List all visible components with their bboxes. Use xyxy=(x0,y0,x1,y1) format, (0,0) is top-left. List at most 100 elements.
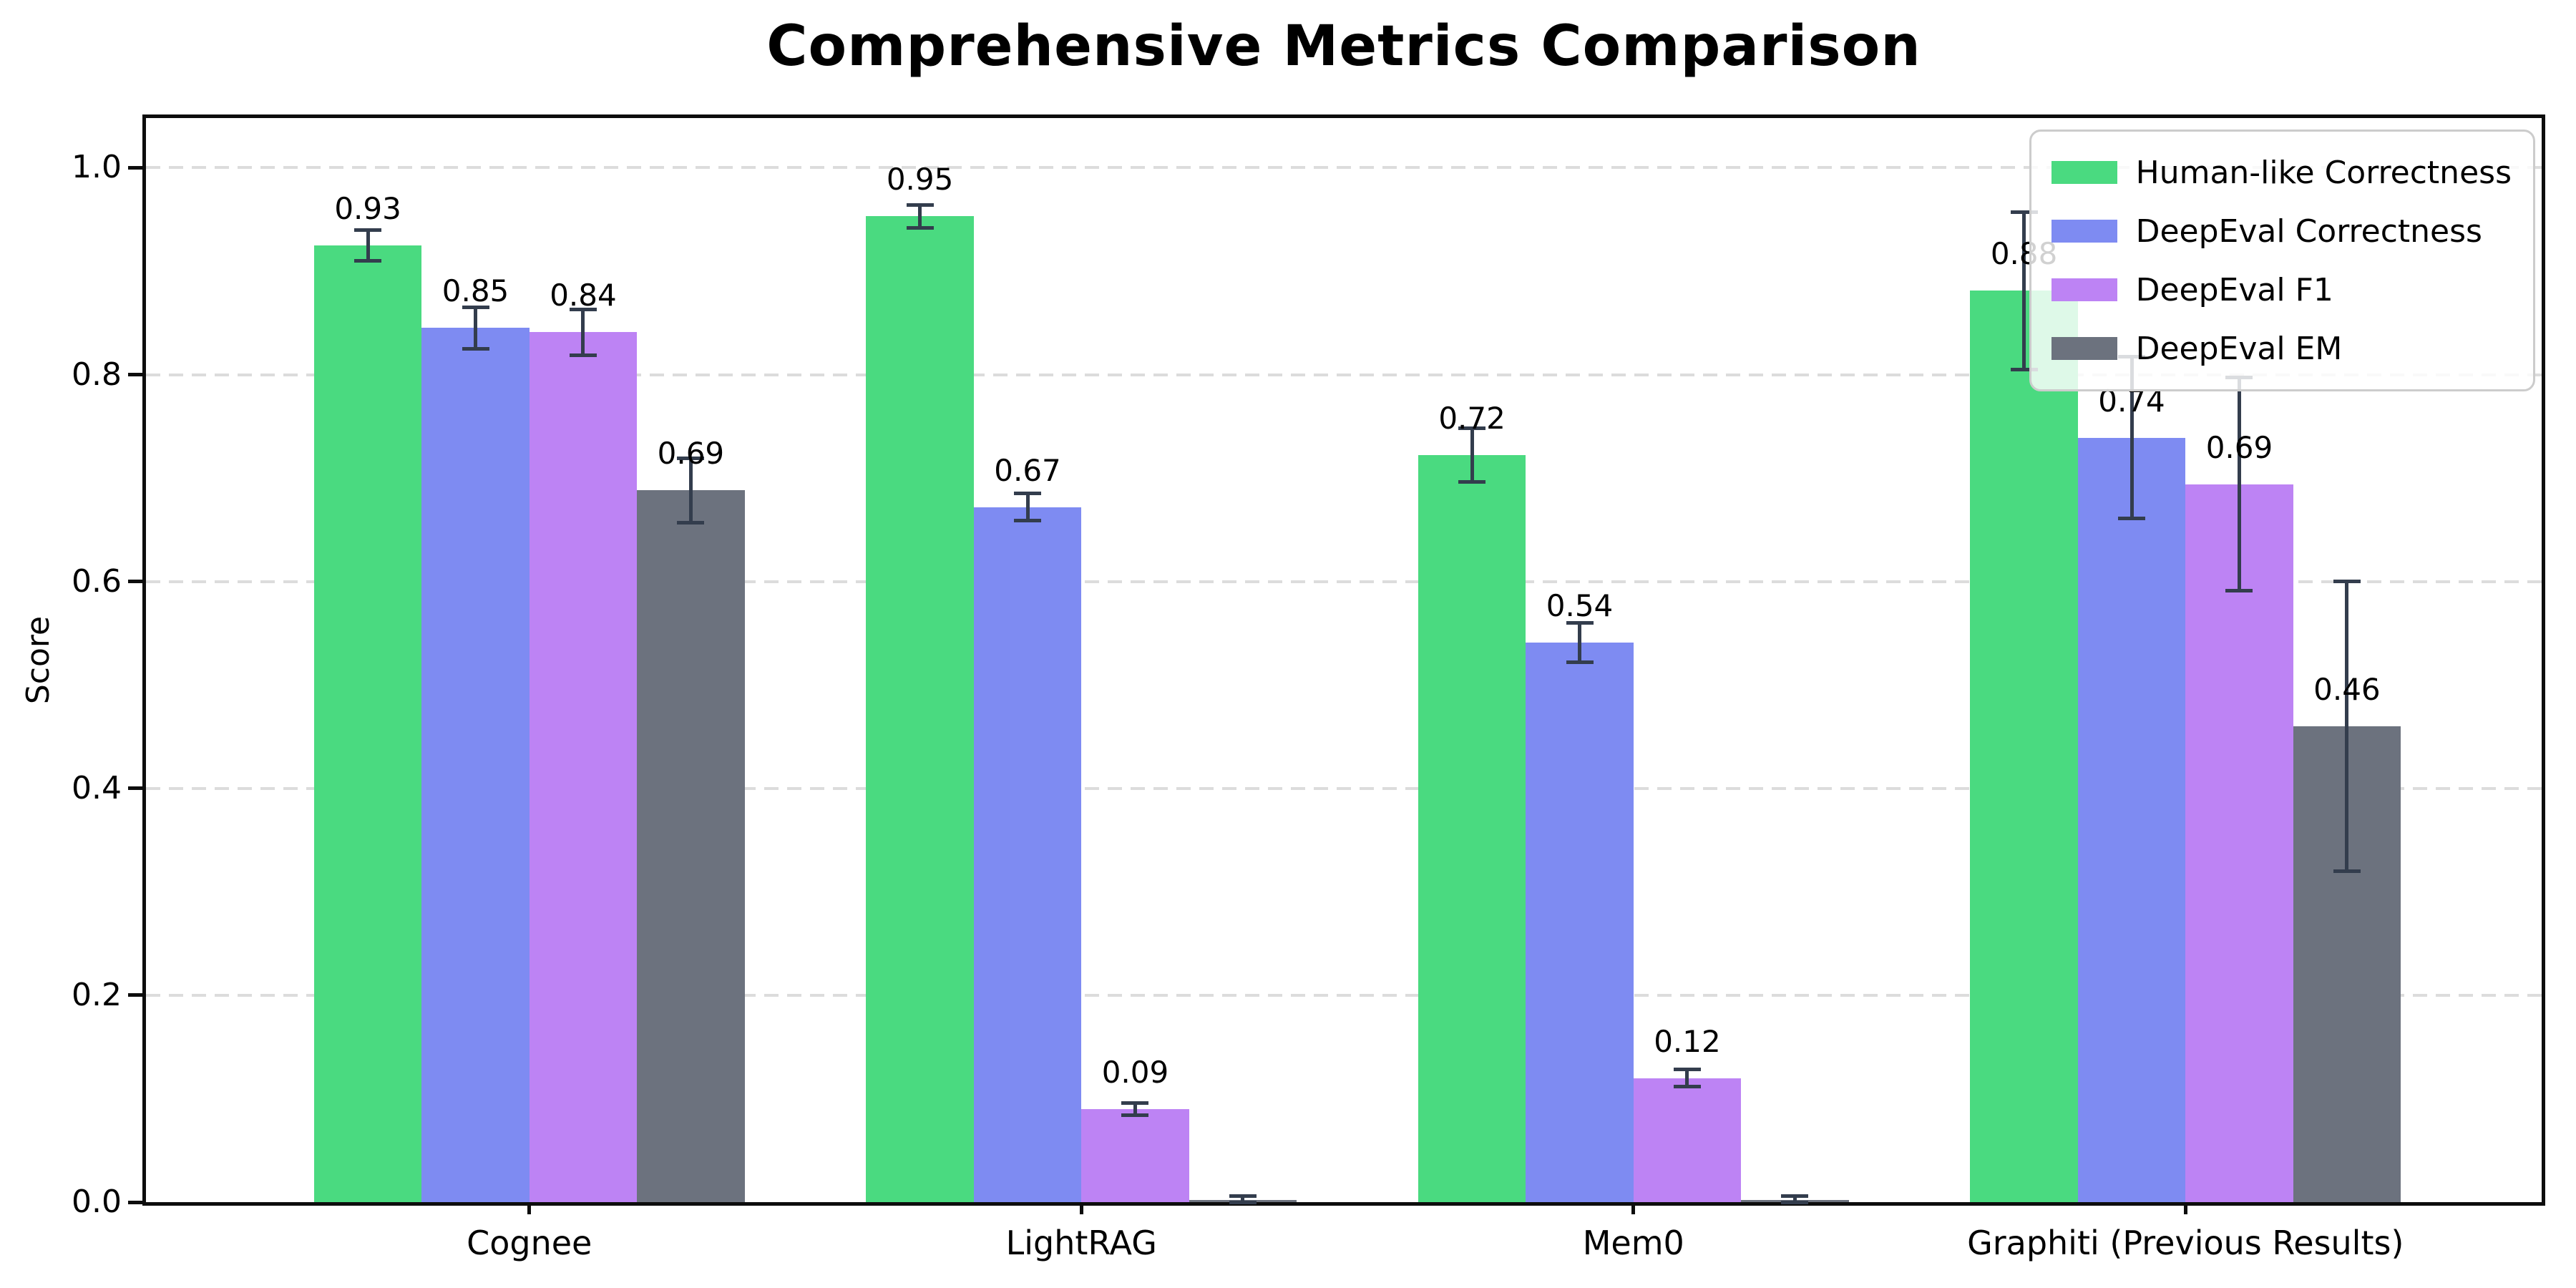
legend-label: DeepEval EM xyxy=(2135,330,2343,367)
bar-value-label: 0.72 xyxy=(1438,401,1506,436)
bar-slot: 0.93 xyxy=(313,118,422,1202)
y-tick-mark xyxy=(128,1200,142,1204)
bar-deepeval-f1 xyxy=(1633,1078,1742,1202)
bar-value-label: 0.69 xyxy=(657,436,725,472)
error-bar-cap-bottom xyxy=(1014,518,1042,522)
legend-swatch-icon xyxy=(2051,220,2117,243)
y-tick-mark xyxy=(128,993,142,997)
bar-deepeval-correctness xyxy=(2077,437,2186,1202)
bar-human-like-correctness xyxy=(1418,455,1526,1202)
error-bar-cap-top xyxy=(2333,580,2361,584)
bar-human-like-correctness xyxy=(313,245,422,1202)
error-bar-cap-bottom xyxy=(1673,1084,1701,1088)
y-tick-label: 0.8 xyxy=(72,356,122,393)
error-bar-cap-bottom xyxy=(1458,480,1486,484)
x-tick-label: LightRAG xyxy=(1005,1224,1157,1262)
x-tick-label: Graphiti (Previous Results) xyxy=(1967,1224,2404,1262)
plot-area: 0.0 0.2 0.4 0.6 0.8 1.0 0.93 0.85 0.84 0.69 Cogne… xyxy=(72,114,2545,1262)
legend-swatch-icon xyxy=(2051,337,2117,360)
gridline-y-0.6 xyxy=(146,580,2542,583)
error-bar-line xyxy=(688,458,693,523)
bar-group-3: 0.72 0.54 0.12 Mem0 xyxy=(1357,118,1910,1262)
bar-slot xyxy=(1189,118,1297,1204)
error-bar-line xyxy=(1685,1069,1689,1087)
bar-value-label: 0.85 xyxy=(441,273,509,309)
error-bar-cap-top xyxy=(1229,1194,1257,1198)
error-bar-cap-top xyxy=(354,228,382,232)
y-tick-label: 0.4 xyxy=(72,769,122,806)
bars-container: 0.72 0.54 0.12 xyxy=(1418,118,1849,1204)
error-bar-cap-top xyxy=(462,306,489,310)
error-bar-cap-top xyxy=(1458,426,1486,431)
legend-label: Human-like Correctness xyxy=(2135,154,2512,191)
bar-value-label: 0.67 xyxy=(994,452,1061,488)
bar-value-label: 0.09 xyxy=(1101,1054,1169,1090)
bar-slot: 0.46 xyxy=(2293,118,2401,1202)
y-tick-mark xyxy=(128,580,142,584)
legend-item: DeepEval Correctness xyxy=(2051,202,2512,260)
error-bar-cap-bottom xyxy=(677,520,705,525)
bars-container: 0.88 0.74 0.69 0.46 xyxy=(1970,118,2401,1202)
y-tick-label: 0.2 xyxy=(72,976,122,1013)
bar-slot: 0.54 xyxy=(1526,118,1634,1202)
error-bar-line xyxy=(474,307,478,349)
bar-value-label: 0.12 xyxy=(1654,1023,1721,1059)
error-bar-cap-bottom xyxy=(1229,1200,1257,1204)
bar-slot: 0.67 xyxy=(973,118,1082,1202)
chart-title: Comprehensive Metrics Comparison xyxy=(766,14,1921,79)
bar-group-1: 0.93 0.85 0.84 0.69 Cognee xyxy=(253,118,806,1262)
error-bar-cap-bottom xyxy=(569,353,597,357)
y-tick-label: 0.0 xyxy=(72,1184,122,1220)
gridline-y-0.2 xyxy=(146,993,2542,997)
error-bar-line xyxy=(1025,493,1030,521)
error-bar-line xyxy=(1792,1196,1797,1202)
error-bar-line xyxy=(1470,428,1474,482)
legend-swatch-icon xyxy=(2051,161,2117,184)
x-tick-mark xyxy=(1631,1202,1636,1214)
x-tick-label: Mem0 xyxy=(1582,1224,1684,1262)
error-bar-cap-bottom xyxy=(906,225,934,230)
error-bar-cap-bottom xyxy=(354,259,382,263)
y-tick-label: 1.0 xyxy=(72,149,122,186)
bar-group-2: 0.95 0.67 0.09 LightRAG xyxy=(806,118,1358,1262)
legend-item: Human-like Correctness xyxy=(2051,143,2512,202)
y-tick-mark xyxy=(128,165,142,170)
error-bar-line xyxy=(1578,623,1582,663)
bar-slot: 0.95 xyxy=(866,118,974,1202)
gridline-y-0.4 xyxy=(146,786,2542,790)
bar-slot: 0.84 xyxy=(529,118,638,1202)
error-bar-cap-bottom xyxy=(1121,1113,1149,1118)
gridline-y-1.0 xyxy=(146,166,2542,170)
error-bar-line xyxy=(1241,1196,1245,1202)
bar-value-label: 0.69 xyxy=(2205,429,2273,465)
error-bar-line xyxy=(581,309,585,356)
error-bar-cap-top xyxy=(677,457,705,461)
error-bar-line xyxy=(366,230,370,261)
error-bar-cap-bottom xyxy=(1781,1200,1809,1204)
error-bar-cap-top xyxy=(906,203,934,207)
bar-value-label: 0.95 xyxy=(886,162,954,197)
bar-value-label: 0.46 xyxy=(2313,672,2381,708)
error-bar-line xyxy=(2129,356,2134,519)
bar-group-4: 0.88 0.74 0.69 0.46 Graphiti (Previous Resul… xyxy=(1910,118,2462,1262)
gridline-y-0.8 xyxy=(146,373,2542,376)
bar-slot: 0.85 xyxy=(421,118,530,1202)
error-bar-cap-top xyxy=(2010,210,2038,215)
bar-value-label: 0.54 xyxy=(1546,587,1614,623)
bar-deepeval-correctness xyxy=(1526,642,1634,1202)
error-bar-cap-top xyxy=(1014,492,1042,496)
error-bar-cap-top xyxy=(1121,1101,1149,1105)
error-bar-line xyxy=(2237,377,2241,591)
bar-slot xyxy=(1741,118,1849,1204)
legend: Human-like Correctness DeepEval Correctne… xyxy=(2029,130,2535,391)
bar-deepeval-correctness xyxy=(973,507,1082,1202)
bar-slot: 0.69 xyxy=(637,118,745,1202)
bar-groups-layer: 0.93 0.85 0.84 0.69 Cognee 0.95 0.67 0.09 LightR… xyxy=(146,118,2542,1262)
x-tick-label: Cognee xyxy=(467,1224,592,1262)
y-axis-label: Score xyxy=(10,114,67,1206)
bars-container: 0.95 0.67 0.09 xyxy=(866,118,1297,1204)
bar-human-like-correctness xyxy=(1970,291,2078,1202)
bar-slot: 0.09 xyxy=(1081,118,1189,1202)
error-bar-line xyxy=(1133,1103,1137,1116)
